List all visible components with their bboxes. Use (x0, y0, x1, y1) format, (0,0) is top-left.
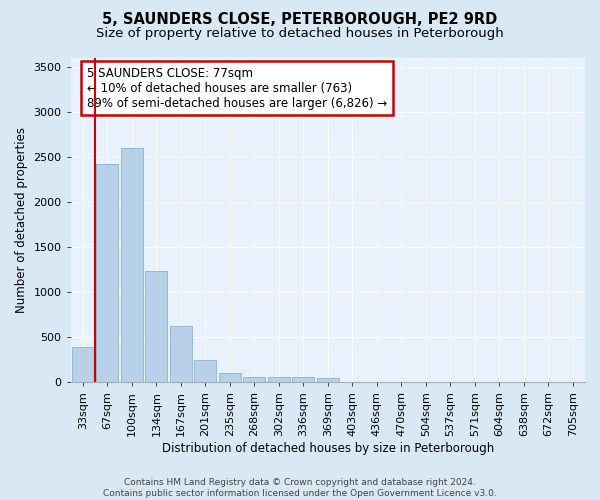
Text: Contains HM Land Registry data © Crown copyright and database right 2024.
Contai: Contains HM Land Registry data © Crown c… (103, 478, 497, 498)
Bar (268, 377, 290, 382)
Text: 5 SAUNDERS CLOSE: 77sqm
← 10% of detached houses are smaller (763)
89% of semi-d: 5 SAUNDERS CLOSE: 77sqm ← 10% of detache… (86, 66, 387, 110)
Bar (145, 272, 167, 382)
Bar (244, 376, 265, 382)
Bar (292, 378, 314, 382)
Bar (219, 374, 241, 382)
Bar (170, 326, 192, 382)
Text: 5, SAUNDERS CLOSE, PETERBOROUGH, PE2 9RD: 5, SAUNDERS CLOSE, PETERBOROUGH, PE2 9RD (103, 12, 497, 28)
Bar (121, 148, 143, 382)
Bar (72, 347, 94, 382)
Bar (194, 360, 217, 382)
Bar (97, 164, 118, 382)
X-axis label: Distribution of detached houses by size in Peterborough: Distribution of detached houses by size … (162, 442, 494, 455)
Text: Size of property relative to detached houses in Peterborough: Size of property relative to detached ho… (96, 28, 504, 40)
Bar (317, 378, 339, 382)
Y-axis label: Number of detached properties: Number of detached properties (15, 127, 28, 313)
